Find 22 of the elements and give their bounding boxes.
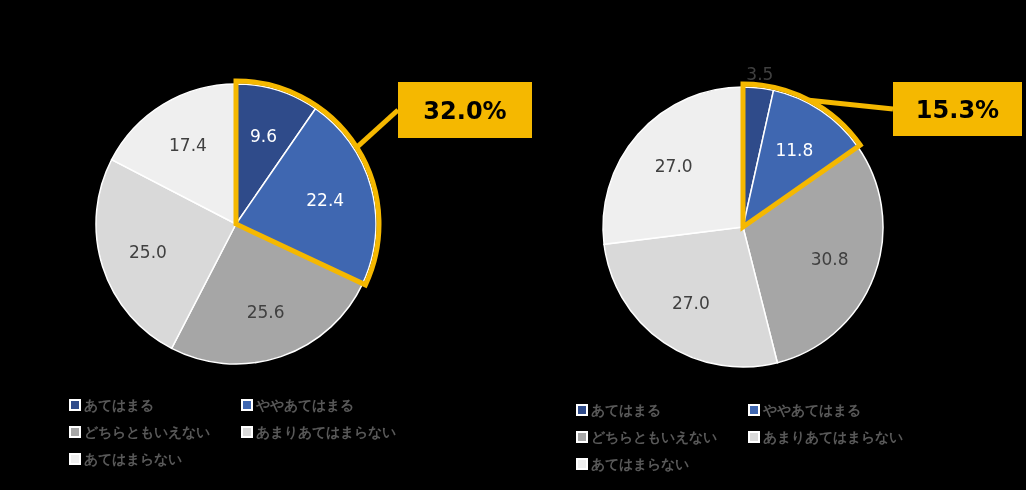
- data-label: 25.6: [246, 301, 285, 322]
- data-label: 17.4: [169, 135, 207, 156]
- legend-label: あてはまらない: [591, 456, 689, 472]
- legend-label: あてはまる: [84, 397, 154, 413]
- data-label: 27.0: [654, 155, 693, 176]
- legend-label: ややあてはまる: [762, 402, 861, 418]
- legend-label: あまりあてはまらない: [763, 429, 903, 445]
- legend-label: ややあてはまる: [255, 397, 354, 413]
- data-label: 22.4: [306, 189, 345, 210]
- data-label: 9.6: [249, 125, 277, 146]
- data-label: 11.8: [775, 140, 814, 161]
- data-label: 3.5: [746, 63, 774, 84]
- data-label: 30.8: [810, 249, 849, 270]
- legend-label: あまりあてはまらない: [256, 424, 396, 440]
- text: 32.0%: [423, 97, 507, 125]
- legend-label: あてはまらない: [84, 451, 182, 467]
- legend-label: あてはまる: [591, 402, 661, 418]
- data-label: 27.0: [671, 293, 710, 314]
- text: 15.3%: [915, 96, 1000, 124]
- legend-label: どちらともいえない: [591, 429, 717, 445]
- data-label: 25.0: [129, 242, 167, 262]
- legend-label: どちらともいえない: [84, 424, 210, 440]
